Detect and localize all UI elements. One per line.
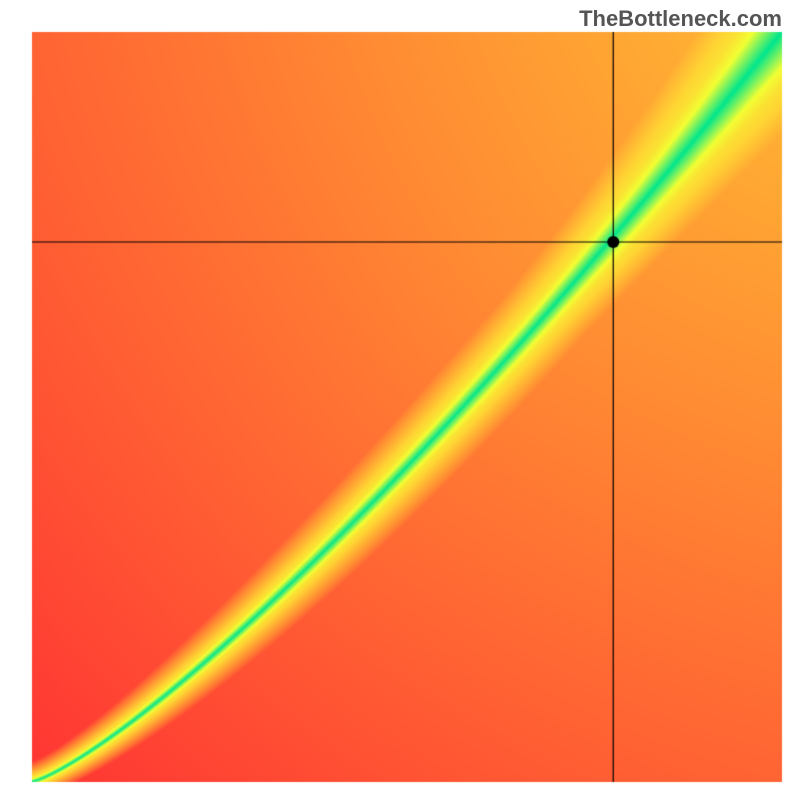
chart-container: TheBottleneck.com [0, 0, 800, 800]
bottleneck-heatmap [0, 0, 800, 800]
watermark-text: TheBottleneck.com [579, 6, 782, 32]
